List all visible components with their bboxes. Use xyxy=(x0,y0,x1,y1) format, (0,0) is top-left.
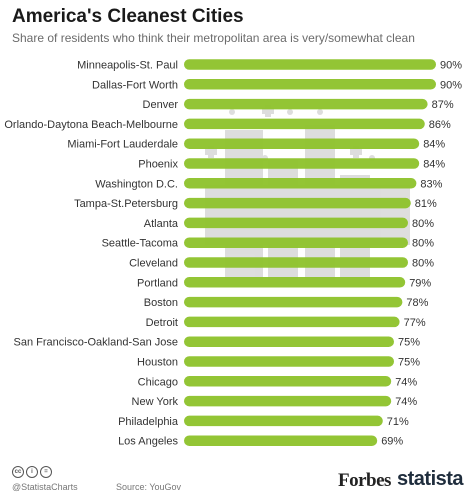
value-label: 71% xyxy=(387,416,409,428)
category-label: Los Angeles xyxy=(118,436,178,448)
bar xyxy=(184,118,425,130)
value-label: 86% xyxy=(429,119,451,131)
value-label: 78% xyxy=(406,297,428,309)
city-illustration xyxy=(205,105,410,280)
value-label: 84% xyxy=(423,139,445,151)
forbes-logo[interactable]: Forbes xyxy=(338,470,391,491)
bar xyxy=(184,415,383,427)
value-label: 77% xyxy=(404,317,426,329)
category-label: Atlanta xyxy=(144,218,179,230)
category-label: Portland xyxy=(137,277,178,289)
value-label: 80% xyxy=(412,218,434,230)
license-icons: cc i = xyxy=(12,466,52,478)
source-note: Source: YouGov xyxy=(116,482,182,492)
bar xyxy=(184,237,408,248)
category-label: Dallas-Fort Worth xyxy=(92,79,178,91)
value-label: 79% xyxy=(409,277,431,289)
chart-subtitle: Share of residents who think their metro… xyxy=(12,31,415,45)
bar xyxy=(184,356,394,367)
no-derivatives-icon: = xyxy=(40,466,52,478)
value-label: 90% xyxy=(440,60,462,72)
category-label: Houston xyxy=(137,357,178,369)
value-label: 83% xyxy=(420,178,442,190)
bar xyxy=(184,296,403,308)
bar xyxy=(184,217,408,229)
bar-chart: Minneapolis-St. Paul 90% Dallas-Fort Worth… xyxy=(4,59,462,448)
category-label: Orlando-Daytona Beach-Melbourne xyxy=(4,119,178,131)
bar xyxy=(184,138,420,149)
bar xyxy=(184,277,406,288)
bar xyxy=(184,59,436,70)
value-label: 75% xyxy=(398,357,420,369)
value-label: 69% xyxy=(381,436,403,448)
value-label: 90% xyxy=(440,79,462,91)
bar xyxy=(184,435,378,446)
bar xyxy=(184,79,436,90)
category-label: Minneapolis-St. Paul xyxy=(77,60,178,72)
bar xyxy=(184,257,408,268)
value-label: 80% xyxy=(412,238,434,250)
bar xyxy=(184,98,428,110)
category-label: Miami-Fort Lauderdale xyxy=(67,139,178,151)
value-label: 87% xyxy=(432,99,454,111)
category-label: Denver xyxy=(143,99,179,111)
creative-commons-icon: cc xyxy=(12,466,24,478)
bar xyxy=(184,178,417,189)
category-label: Cleveland xyxy=(129,258,178,270)
category-label: Chicago xyxy=(138,376,178,388)
category-label: Tampa-St.Petersburg xyxy=(74,198,178,210)
value-label: 81% xyxy=(415,198,437,210)
bar xyxy=(184,376,392,387)
attribution-icon: i xyxy=(26,466,38,478)
value-label: 75% xyxy=(398,337,420,349)
statista-logo[interactable]: statista xyxy=(397,468,464,490)
category-label: San Francisco-Oakland-San Jose xyxy=(14,337,178,349)
bar xyxy=(184,316,400,328)
value-label: 80% xyxy=(412,258,434,270)
category-label: Washington D.C. xyxy=(95,178,178,190)
bar xyxy=(184,395,392,407)
category-label: Boston xyxy=(144,297,178,309)
chart-title: America's Cleanest Cities xyxy=(12,6,244,27)
value-label: 74% xyxy=(395,376,417,388)
statista-handle[interactable]: @StatistaCharts xyxy=(12,482,78,492)
category-label: Phoenix xyxy=(138,159,178,171)
category-label: Seattle-Tacoma xyxy=(102,238,179,250)
value-label: 84% xyxy=(423,159,445,171)
category-label: Detroit xyxy=(146,317,178,329)
bars-layer: Minneapolis-St. Paul 90% Dallas-Fort Worth… xyxy=(4,59,462,448)
bar xyxy=(184,158,420,169)
category-label: Philadelphia xyxy=(118,416,179,428)
category-label: New York xyxy=(132,396,179,408)
value-label: 74% xyxy=(395,396,417,408)
bar xyxy=(184,336,394,347)
bar xyxy=(184,197,411,209)
